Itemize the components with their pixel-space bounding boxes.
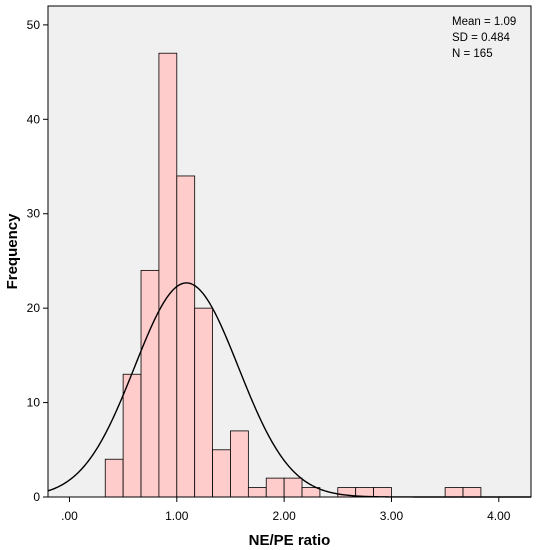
histogram-bar bbox=[122, 373, 142, 498]
stat-n: N = 165 bbox=[452, 48, 493, 60]
histogram-bar bbox=[140, 269, 160, 498]
x-tick-label: .00 bbox=[61, 509, 78, 523]
x-tick-label: 3.00 bbox=[380, 509, 404, 523]
y-tick-label: 30 bbox=[27, 207, 41, 221]
histogram-bar bbox=[194, 307, 213, 498]
histogram-bar bbox=[373, 487, 392, 498]
ticks-group: 0 10 20 30 40 50 .00 1.00 2.00 3.00 4.00 bbox=[27, 18, 511, 523]
histogram-bar bbox=[247, 487, 267, 498]
histogram-bar bbox=[158, 52, 178, 498]
histogram-bar bbox=[265, 477, 285, 498]
histogram-bar bbox=[283, 477, 303, 498]
x-tick-label: 1.00 bbox=[165, 509, 189, 523]
histogram-bar bbox=[104, 458, 124, 498]
plot-frame bbox=[47, 5, 532, 498]
y-tick-label: 10 bbox=[27, 396, 41, 410]
stat-sd: SD = 0.484 bbox=[452, 32, 510, 44]
x-tick-label: 4.00 bbox=[487, 509, 511, 523]
histogram-bar bbox=[444, 487, 464, 498]
y-tick-label: 20 bbox=[27, 301, 41, 315]
histogram-bar bbox=[301, 487, 321, 498]
x-axis-title: NE/PE ratio bbox=[249, 532, 331, 549]
bars-group bbox=[104, 52, 482, 498]
axes-group bbox=[47, 5, 532, 498]
y-tick-label: 0 bbox=[33, 490, 40, 504]
histogram-bar bbox=[212, 449, 231, 498]
x-tick-label: 2.00 bbox=[272, 509, 296, 523]
stat-mean: Mean = 1.09 bbox=[452, 16, 516, 28]
histogram-bar bbox=[176, 175, 196, 498]
histogram-bar bbox=[230, 430, 249, 498]
y-tick-label: 40 bbox=[27, 112, 41, 126]
y-tick-label: 50 bbox=[27, 18, 41, 32]
plot-area bbox=[48, 6, 531, 497]
y-axis-title: Frequency bbox=[4, 213, 21, 290]
histogram-bar bbox=[462, 487, 482, 498]
